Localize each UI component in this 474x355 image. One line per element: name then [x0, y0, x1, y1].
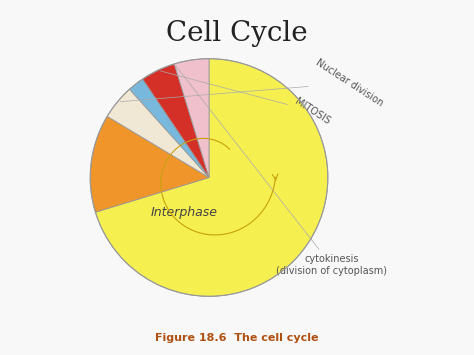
- Text: cytokinesis
(division of cytoplasm): cytokinesis (division of cytoplasm): [176, 66, 387, 276]
- Wedge shape: [174, 59, 209, 178]
- Text: Cell Cycle: Cell Cycle: [166, 20, 308, 47]
- Wedge shape: [129, 79, 209, 178]
- Wedge shape: [107, 89, 209, 178]
- Text: MITOSIS: MITOSIS: [161, 71, 332, 126]
- Text: Interphase: Interphase: [151, 206, 218, 219]
- Text: Nuclear division: Nuclear division: [120, 58, 385, 109]
- Text: Figure 18.6  The cell cycle: Figure 18.6 The cell cycle: [155, 333, 319, 344]
- Wedge shape: [90, 116, 209, 212]
- Wedge shape: [143, 64, 209, 178]
- Wedge shape: [95, 59, 328, 296]
